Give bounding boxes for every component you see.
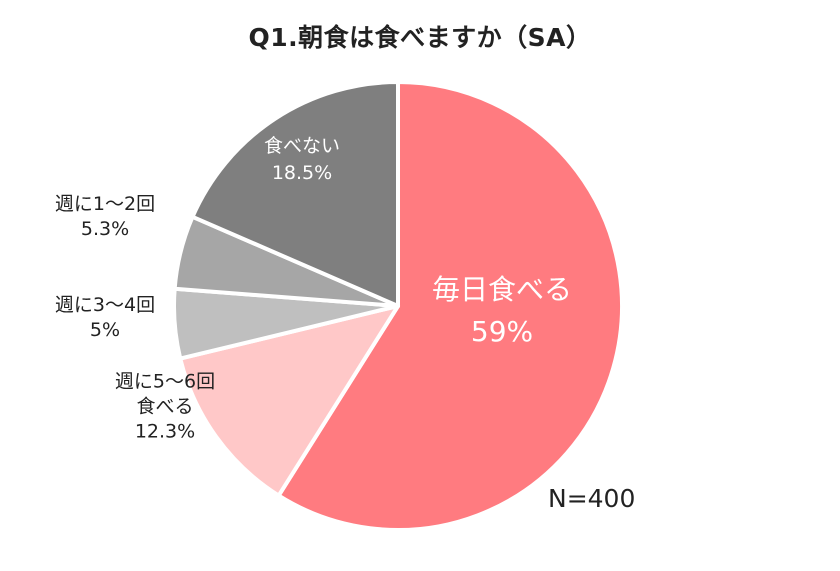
slice-category-label: 毎日食べる — [432, 273, 572, 306]
slice-value-label: 18.5% — [272, 162, 332, 184]
slice-value-label: 5.3% — [81, 218, 129, 240]
sample-size-note: N=400 — [548, 484, 636, 513]
slice-category-label: 食べない — [264, 135, 340, 157]
slice-category-label: 週に1～2回 — [55, 193, 155, 215]
slice-category-label: 週に5～6回 — [115, 371, 215, 393]
slice-category-label: 週に3～4回 — [55, 294, 155, 316]
pie-slice — [178, 304, 400, 498]
pie-slice — [276, 80, 624, 532]
pie-slice — [190, 80, 400, 308]
slice-value-label: 59% — [471, 315, 533, 348]
slice-value-label: 12.3% — [135, 421, 195, 443]
chart-title: Q1.朝食は食べますか（SA） — [248, 23, 592, 52]
slice-category-label: 食べる — [136, 396, 193, 418]
slice-value-label: 5% — [90, 319, 120, 341]
